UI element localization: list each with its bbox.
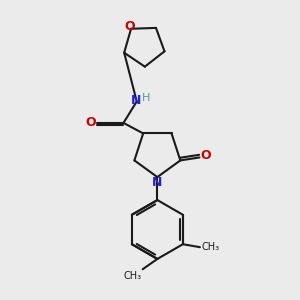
Text: O: O — [86, 116, 96, 129]
Text: N: N — [152, 176, 163, 190]
Text: H: H — [142, 93, 151, 103]
Text: N: N — [131, 94, 141, 107]
Text: O: O — [124, 20, 135, 33]
Text: CH₃: CH₃ — [123, 271, 141, 281]
Text: CH₃: CH₃ — [201, 242, 220, 252]
Text: O: O — [200, 149, 211, 163]
